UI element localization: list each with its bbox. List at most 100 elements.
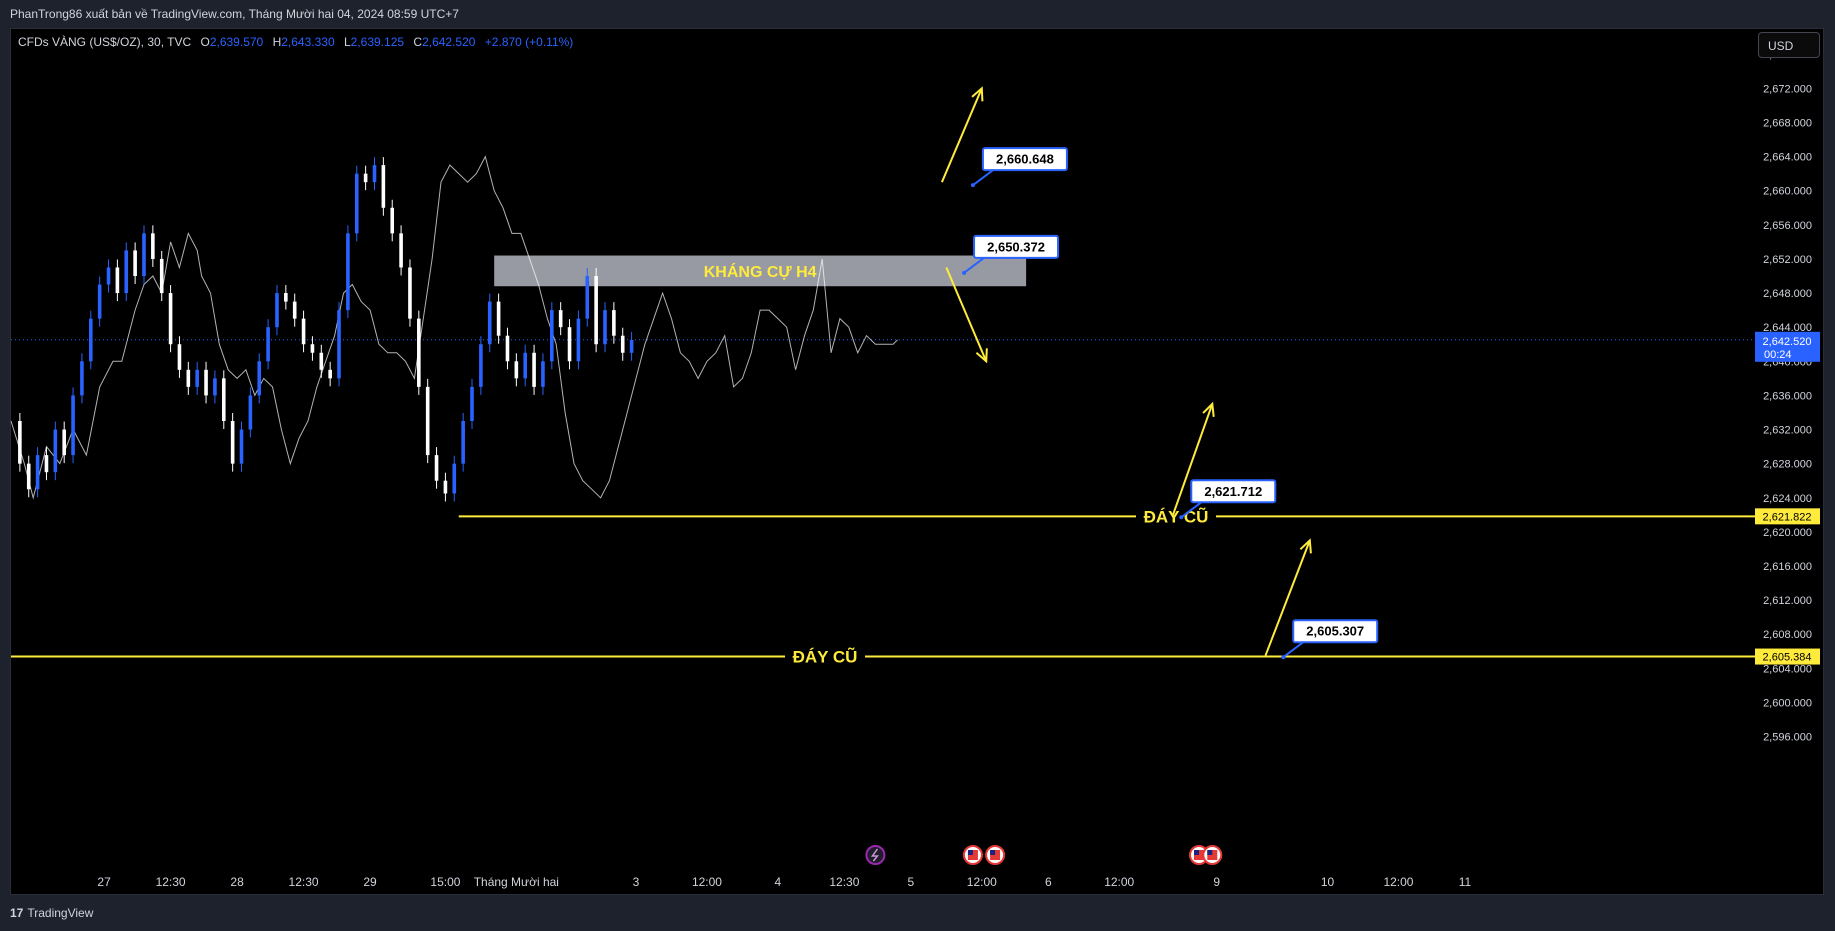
candle-body xyxy=(257,361,261,395)
candle-body xyxy=(470,387,474,421)
candle-body xyxy=(506,336,510,362)
candle-body xyxy=(337,310,341,378)
candle-body xyxy=(160,259,164,293)
time-tick-label: 9 xyxy=(1213,875,1220,889)
candle-body xyxy=(603,310,607,344)
callout-label: 2,650.372 xyxy=(987,239,1045,254)
price-tick-label: 2,616.000 xyxy=(1763,561,1812,573)
callout-anchor xyxy=(1281,655,1285,659)
low-label: L xyxy=(344,35,351,49)
candle-body xyxy=(426,387,430,455)
candle-body xyxy=(541,361,545,387)
time-tick-label: 29 xyxy=(363,875,377,889)
open-label: O xyxy=(200,35,209,49)
candle-body xyxy=(311,344,315,353)
support-lines-layer: ĐÁY CŨ ĐÁY CŨ xyxy=(11,506,1756,666)
candle-body xyxy=(107,267,111,284)
candle-body xyxy=(523,353,527,379)
countdown-label: 00:24 xyxy=(1764,349,1792,361)
tradingview-logo-icon: 17 xyxy=(10,906,23,920)
us-flag-canton-icon xyxy=(990,850,995,855)
callout-anchor xyxy=(962,271,966,275)
time-tick-label: 6 xyxy=(1045,875,1052,889)
time-tick-label: 12:00 xyxy=(1104,875,1134,889)
price-axis: 2,596.0002,600.0002,604.0002,608.0002,61… xyxy=(1755,49,1820,743)
candle-body xyxy=(178,344,182,370)
candle-body xyxy=(585,276,589,319)
candle-body xyxy=(399,233,403,267)
candle-body xyxy=(621,336,625,353)
candle-body xyxy=(612,310,616,336)
arrows-layer xyxy=(942,88,1311,655)
price-tick-label: 2,620.000 xyxy=(1763,527,1812,539)
ohlc-legend: CFDs VÀNG (US$/OZ), 30, TVC O2,639.570 H… xyxy=(18,35,573,49)
event-markers-layer xyxy=(866,846,1221,864)
candle-body xyxy=(488,302,492,345)
candle-body xyxy=(275,293,279,327)
callout-pointer xyxy=(1283,642,1303,657)
candle-body xyxy=(80,361,84,395)
candle-body xyxy=(18,421,22,464)
candle-body xyxy=(568,327,572,361)
price-tick-label: 2,624.000 xyxy=(1763,493,1812,505)
resistance-zone-layer: KHÁNG CỰ H4 xyxy=(494,256,1026,287)
support-price-label: 2,605.384 xyxy=(1763,652,1812,664)
price-tick-label: 2,628.000 xyxy=(1763,459,1812,471)
callout-pointer xyxy=(973,170,993,185)
support-price-label: 2,621.822 xyxy=(1763,511,1812,523)
currency-button[interactable]: USD xyxy=(1758,32,1820,58)
candle-body xyxy=(328,370,332,379)
price-path xyxy=(11,157,898,498)
time-tick-label: 12:30 xyxy=(156,875,186,889)
time-tick-label: 12:00 xyxy=(967,875,997,889)
price-tick-label: 2,596.000 xyxy=(1763,732,1812,744)
candle-body xyxy=(204,370,208,396)
time-tick-label: 3 xyxy=(633,875,640,889)
candle-body xyxy=(98,285,102,319)
price-tick-label: 2,656.000 xyxy=(1763,220,1812,232)
candle-body xyxy=(550,310,554,361)
support-line-label: ĐÁY CŨ xyxy=(793,647,858,667)
time-tick-label: 10 xyxy=(1321,875,1335,889)
time-tick-label: 12:00 xyxy=(1383,875,1413,889)
tradingview-brand[interactable]: 17 TradingView xyxy=(10,906,93,920)
price-tick-label: 2,652.000 xyxy=(1763,254,1812,266)
candle-body xyxy=(364,174,368,183)
time-tick-label: 5 xyxy=(908,875,915,889)
candle-body xyxy=(435,455,439,481)
candle-body xyxy=(479,344,483,387)
candle-body xyxy=(408,267,412,318)
candle-body xyxy=(417,319,421,387)
callout-anchor xyxy=(1179,515,1183,519)
candle-body xyxy=(62,430,66,456)
us-flag-canton-icon xyxy=(1207,850,1212,855)
candle-body xyxy=(461,421,465,464)
candle-body xyxy=(284,293,288,302)
high-value: 2,643.330 xyxy=(281,35,334,49)
candle-body xyxy=(27,464,31,490)
time-tick-label: 27 xyxy=(97,875,111,889)
time-tick-label: 28 xyxy=(230,875,244,889)
candle-body xyxy=(169,293,173,344)
candle-body xyxy=(187,370,191,387)
open-value: 2,639.570 xyxy=(210,35,263,49)
price-tick-label: 2,608.000 xyxy=(1763,629,1812,641)
candle-body xyxy=(373,165,377,182)
last-price-label: 2,642.520 xyxy=(1763,336,1812,348)
low-value: 2,639.125 xyxy=(351,35,404,49)
us-flag-canton-icon xyxy=(1194,850,1199,855)
resistance-zone-label: KHÁNG CỰ H4 xyxy=(704,262,817,281)
candle-body xyxy=(89,319,93,362)
price-tick-label: 2,636.000 xyxy=(1763,390,1812,402)
candle-body xyxy=(142,233,146,276)
candle-body xyxy=(293,302,297,319)
us-flag-canton-icon xyxy=(968,850,973,855)
candle-body xyxy=(390,208,394,234)
time-tick-label: 12:30 xyxy=(829,875,859,889)
candle-body xyxy=(249,395,253,429)
price-tick-label: 2,612.000 xyxy=(1763,595,1812,607)
candle-body xyxy=(559,310,563,327)
time-tick-label: 4 xyxy=(775,875,782,889)
candles-layer xyxy=(11,157,898,502)
